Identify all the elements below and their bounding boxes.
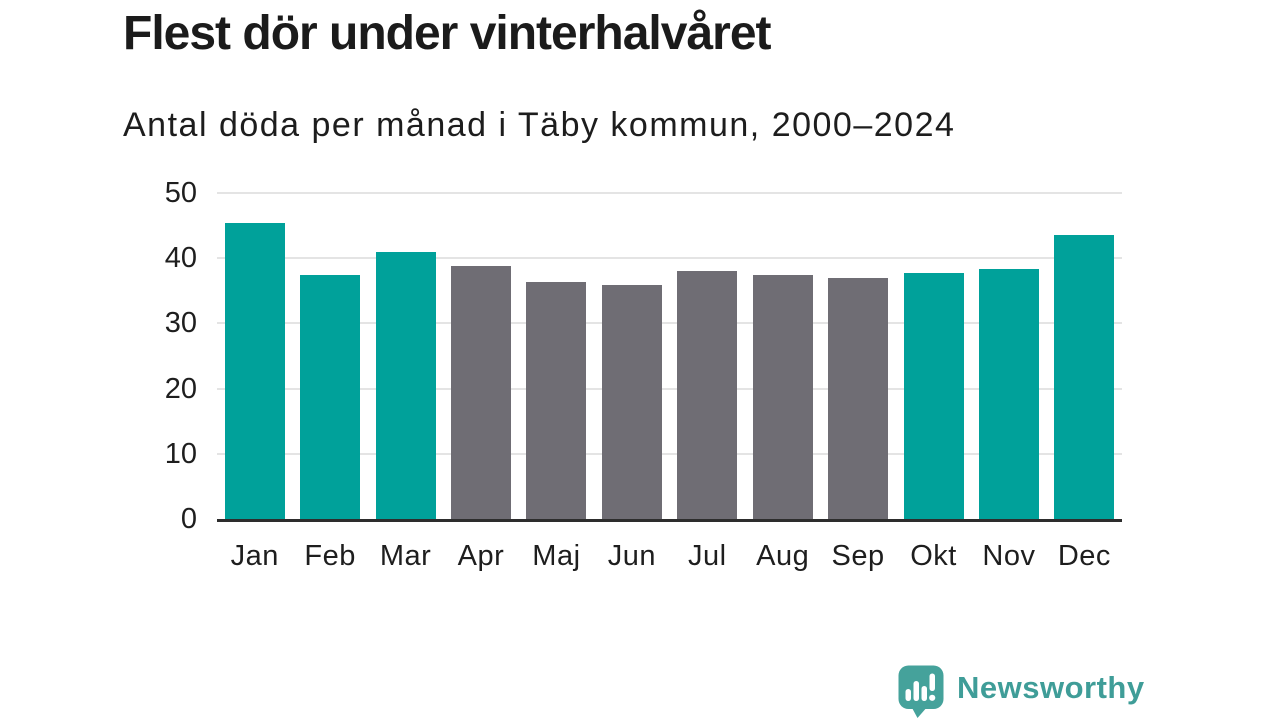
x-tick-label-jun: Jun <box>607 540 656 572</box>
gridline-10 <box>217 452 1122 455</box>
x-tick-label-sep: Sep <box>831 540 885 572</box>
x-tick-label-nov: Nov <box>982 540 1036 572</box>
band-nov <box>971 193 1046 519</box>
x-tick-label-jan: Jan <box>230 540 279 572</box>
band-feb <box>292 193 367 519</box>
bar-jun <box>601 284 662 519</box>
gridline-40 <box>217 257 1122 260</box>
band-mar <box>368 193 443 519</box>
gridline-30 <box>217 322 1122 325</box>
band-sep <box>820 193 895 519</box>
bar-aug <box>752 275 813 519</box>
brand-logo: Newsworthy <box>897 664 1145 719</box>
bar-dec <box>1054 235 1115 519</box>
x-tick-label-feb: Feb <box>304 540 356 572</box>
x-tick-label-dec: Dec <box>1057 540 1111 572</box>
gridline-20 <box>217 387 1122 390</box>
bar-nov <box>978 269 1039 519</box>
band-apr <box>443 193 518 519</box>
y-tick-label-50: 50 <box>164 177 197 209</box>
x-tick-label-mar: Mar <box>379 540 432 572</box>
page-title: Flest dör under vinterhalvåret <box>123 7 772 60</box>
bar-mar <box>375 252 436 519</box>
band-jun <box>594 193 669 519</box>
y-tick-label-40: 40 <box>164 242 197 275</box>
band-maj <box>519 193 594 519</box>
bar-sep <box>828 278 889 519</box>
band-okt <box>896 193 971 519</box>
band-jul <box>670 193 745 519</box>
bar-apr <box>450 266 511 519</box>
band-aug <box>745 193 820 519</box>
gridline-50 <box>217 192 1122 194</box>
band-jan <box>217 193 292 519</box>
bar-jul <box>677 270 738 519</box>
x-tick-label-apr: Apr <box>457 540 505 572</box>
bars-container <box>217 193 1122 519</box>
page-subtitle: Antal döda per månad i Täby kommun, 2000… <box>123 106 956 144</box>
y-tick-label-30: 30 <box>164 307 197 340</box>
brand-name: Newsworthy <box>957 669 1145 705</box>
x-tick-label-jul: Jul <box>687 540 727 572</box>
y-tick-label-10: 10 <box>164 437 197 470</box>
bar-maj <box>526 282 587 519</box>
x-tick-label-maj: Maj <box>532 540 581 572</box>
bar-jan <box>224 223 285 519</box>
x-tick-label-aug: Aug <box>756 540 810 572</box>
plot-area <box>217 192 1122 519</box>
y-tick-label-20: 20 <box>164 372 197 405</box>
x-axis-line <box>217 519 1122 522</box>
speech-bubble-bar-chart-icon <box>898 665 944 718</box>
bar-feb <box>300 275 361 519</box>
bar-okt <box>903 272 964 519</box>
band-dec <box>1047 193 1122 519</box>
x-tick-label-okt: Okt <box>910 540 957 572</box>
y-tick-label-0: 0 <box>180 503 197 535</box>
x-axis-labels: Jan Feb Mar Apr Maj Jun Jul Aug Sep Okt Nov Dec <box>217 540 1122 573</box>
